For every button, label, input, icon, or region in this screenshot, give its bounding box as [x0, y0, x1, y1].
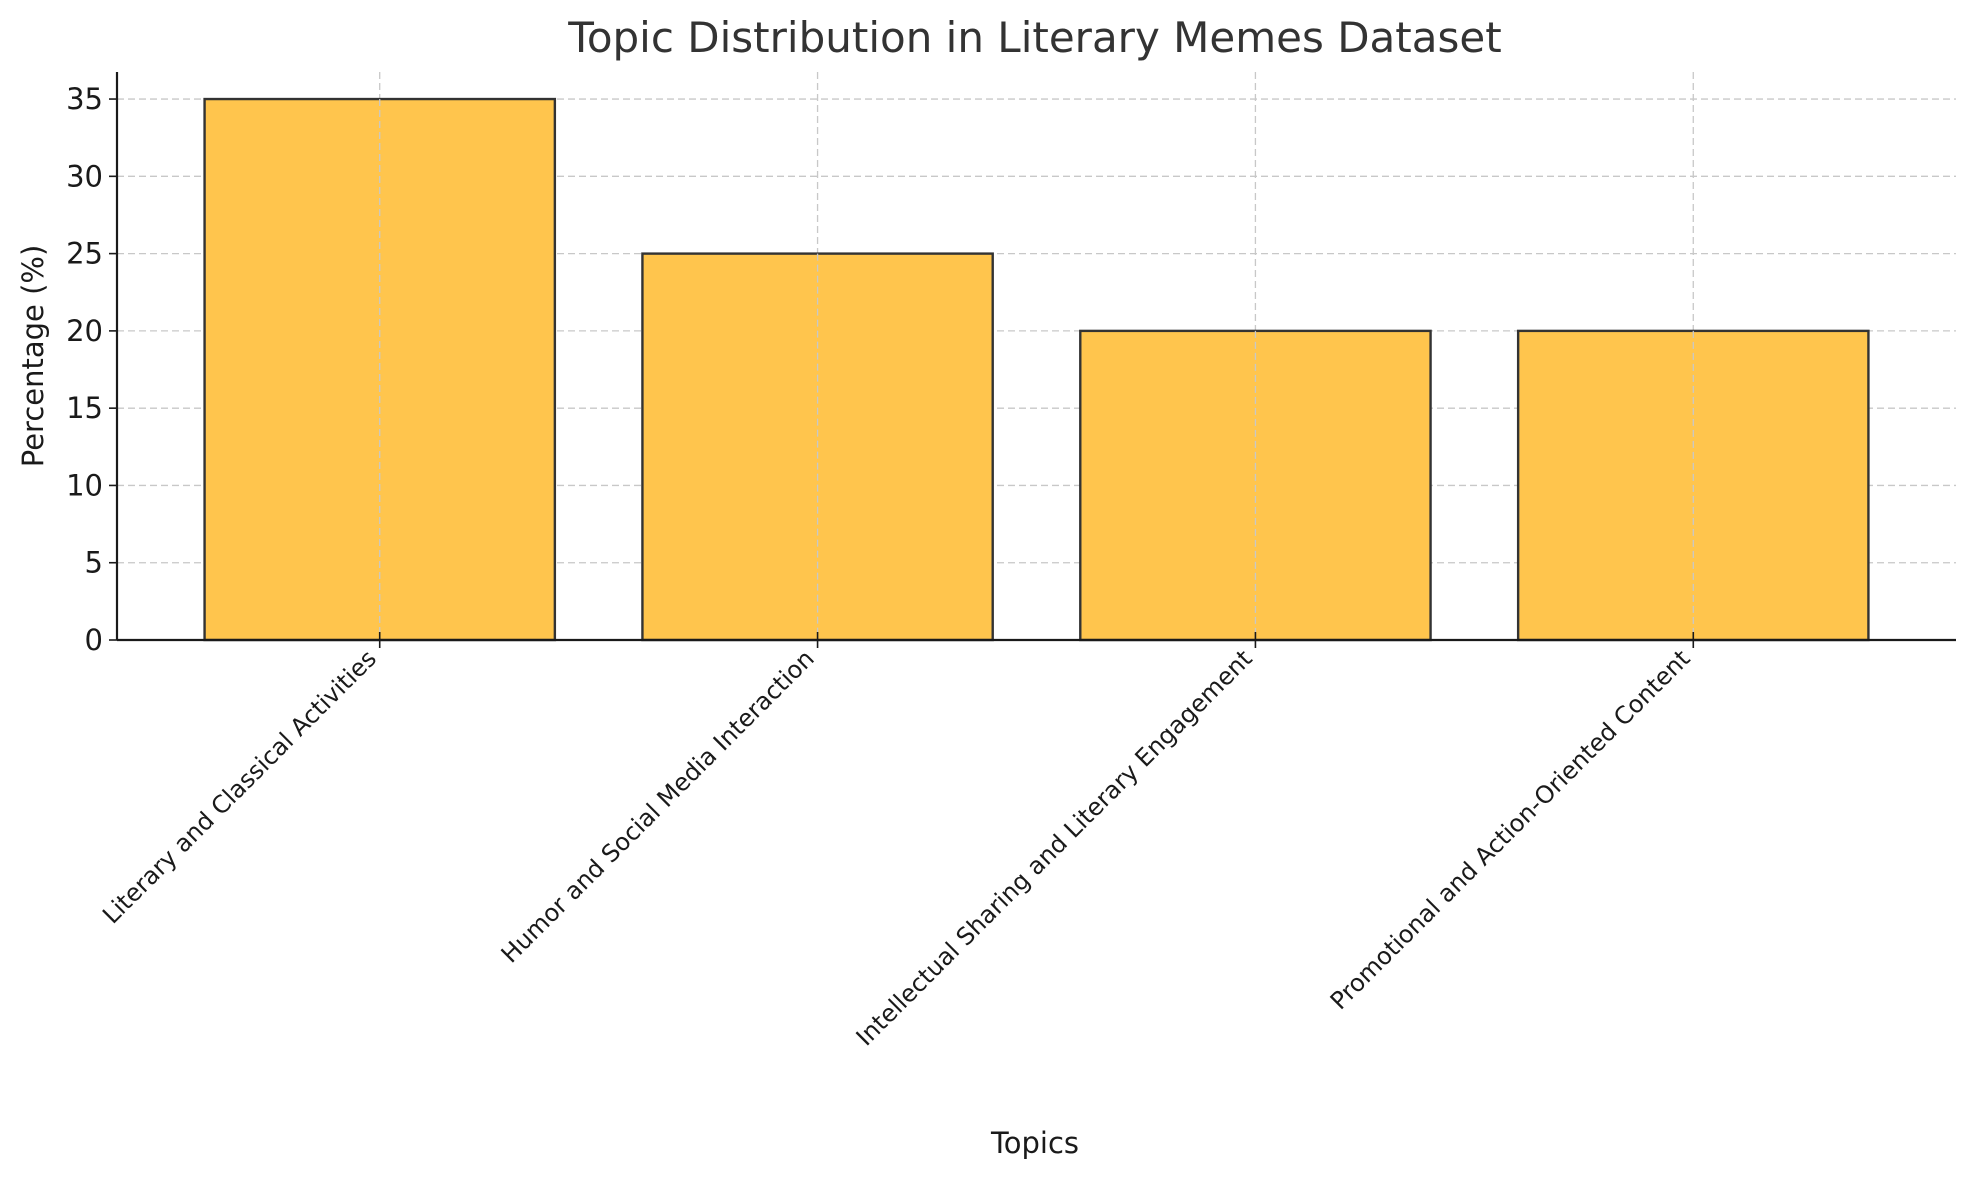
- y-tick-label: 30: [66, 159, 103, 193]
- x-axis-ticks: Literary and Classical Activities Humor a…: [97, 632, 1696, 1051]
- y-tick-label: 35: [66, 82, 103, 116]
- y-axis-ticks: 0 5 10 15 20 25 30 35: [66, 82, 117, 657]
- x-tick-label: Literary and Classical Activities: [97, 644, 382, 929]
- y-axis-label: Percentage (%): [16, 245, 50, 468]
- y-tick-label: 0: [85, 623, 103, 657]
- x-axis-label: Topics: [990, 1126, 1079, 1160]
- chart-title: Topic Distribution in Literary Memes Dat…: [567, 13, 1501, 62]
- y-tick-label: 15: [66, 391, 103, 425]
- x-tick-label: Intellectual Sharing and Literary Engage…: [851, 644, 1258, 1051]
- bars: [203, 97, 1870, 642]
- y-tick-label: 20: [66, 314, 103, 348]
- x-tick-label: Promotional and Action-Oriented Content: [1325, 644, 1696, 1015]
- y-tick-label: 10: [66, 468, 103, 502]
- y-tick-label: 5: [85, 546, 103, 580]
- y-tick-label: 25: [66, 237, 103, 271]
- x-tick-label: Humor and Social Media Interaction: [496, 644, 820, 968]
